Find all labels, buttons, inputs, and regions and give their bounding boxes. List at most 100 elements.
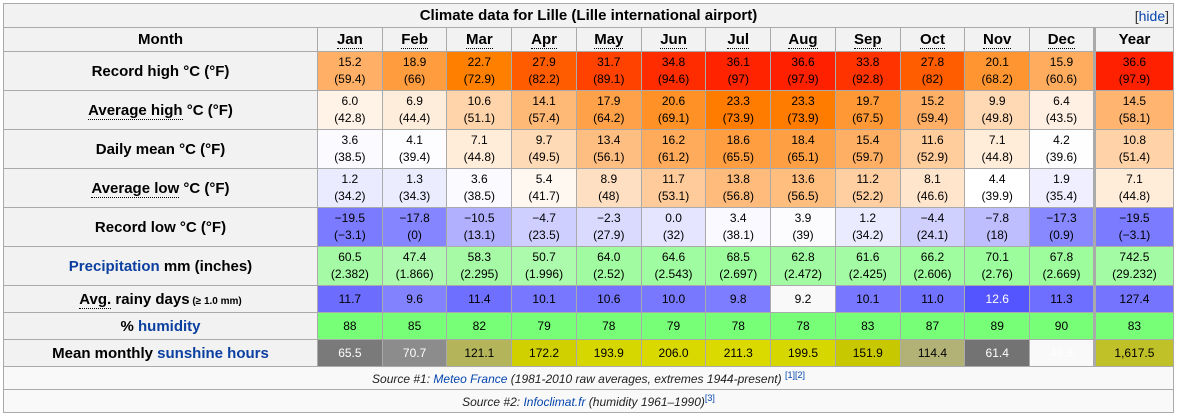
month-cell: 60.5 (2.382) bbox=[317, 246, 383, 286]
month-header-jul: Jul bbox=[705, 27, 772, 52]
cell-value: 18.4 bbox=[791, 133, 815, 147]
month-abbr[interactable]: Nov bbox=[983, 31, 1012, 49]
year-cell: −19.5 (−3.1) bbox=[1092, 207, 1175, 247]
cell-value: 82 bbox=[472, 318, 487, 333]
month-abbr[interactable]: Mar bbox=[465, 31, 493, 49]
cell-subvalue: (1.866) bbox=[395, 267, 434, 281]
cell-value: 11.0 bbox=[921, 291, 944, 306]
month-cell: 27.9 (82.2) bbox=[511, 51, 577, 91]
row-label-unit: rainy days bbox=[111, 290, 190, 308]
month-cell: 78 bbox=[575, 312, 642, 340]
month-header-nov: Nov bbox=[964, 27, 1031, 52]
reference-links[interactable]: [3] bbox=[704, 393, 715, 403]
cell-subvalue: (2.52) bbox=[593, 267, 625, 281]
row-label-prefix: % bbox=[120, 317, 138, 335]
row-label: Average low °C (°F) bbox=[3, 168, 318, 208]
row-label: Precipitation mm (inches) bbox=[3, 246, 318, 286]
month-abbr[interactable]: Feb bbox=[401, 31, 428, 49]
month-header-jan: Jan bbox=[317, 27, 383, 52]
month-header-apr: Apr bbox=[511, 27, 577, 52]
cell-subvalue: (49.5) bbox=[528, 150, 560, 164]
cell-value: 17.9 bbox=[597, 94, 621, 108]
cell-value: 33.8 bbox=[856, 55, 880, 69]
month-cell: 6.9 (44.4) bbox=[381, 90, 448, 130]
month-cell: 49.6 bbox=[1029, 339, 1095, 367]
month-abbr[interactable]: Oct bbox=[919, 31, 945, 49]
month-abbr[interactable]: Jul bbox=[727, 31, 750, 49]
month-cell: 36.6 (97.9) bbox=[770, 51, 836, 91]
month-cell: 79 bbox=[511, 312, 577, 340]
row-label-link[interactable]: Precipitation bbox=[68, 257, 160, 275]
month-cell: 50.7 (1.996) bbox=[511, 246, 577, 286]
cell-subvalue: (97.9) bbox=[1118, 72, 1151, 86]
month-header-sep: Sep bbox=[834, 27, 901, 52]
month-cell: 34.8 (94.6) bbox=[640, 51, 707, 91]
month-cell: 82 bbox=[446, 312, 513, 340]
row-label-link[interactable]: humidity bbox=[138, 317, 201, 335]
table-row: % humidity 88 85 82 79 78 79 78 78 83 87 89 90 83 bbox=[3, 312, 1175, 340]
year-cell: 14.5 (58.1) bbox=[1092, 90, 1175, 130]
month-abbr[interactable]: Dec bbox=[1047, 31, 1076, 49]
row-label-link[interactable]: sunshine hours bbox=[157, 344, 269, 362]
cell-value: 3.9 bbox=[794, 211, 812, 225]
month-cell: 3.4 (38.1) bbox=[705, 207, 772, 247]
month-cell: 65.5 bbox=[317, 339, 383, 367]
month-cell: 78 bbox=[770, 312, 836, 340]
month-cell: 13.6 (56.5) bbox=[770, 168, 836, 208]
source-link[interactable]: Infoclimat.fr bbox=[523, 395, 586, 409]
cell-value: 12.6 bbox=[985, 291, 1009, 306]
month-abbr[interactable]: Sep bbox=[853, 31, 882, 49]
month-cell: −7.8 (18) bbox=[964, 207, 1031, 247]
month-cell: 9.8 bbox=[705, 285, 772, 313]
cell-value: 9.8 bbox=[729, 291, 747, 306]
month-abbr[interactable]: May bbox=[594, 31, 624, 49]
cell-value: 7.1 bbox=[470, 133, 488, 147]
month-cell: 11.3 bbox=[1029, 285, 1095, 313]
hide-link[interactable]: hide bbox=[1138, 8, 1166, 24]
cell-subvalue: (2.425) bbox=[848, 267, 887, 281]
cell-value: 13.4 bbox=[597, 133, 621, 147]
cell-subvalue: (44.8) bbox=[981, 150, 1013, 164]
row-label-link[interactable]: Average high bbox=[88, 101, 183, 120]
month-header-mar: Mar bbox=[446, 27, 513, 52]
cell-subvalue: (46.6) bbox=[916, 189, 949, 203]
source-cell: Source #1: Meteo France (1981-2010 raw a… bbox=[3, 366, 1174, 390]
cell-value: 206.0 bbox=[658, 345, 689, 360]
row-label: Mean monthly sunshine hours bbox=[3, 339, 318, 367]
row-label-link[interactable]: Avg. bbox=[79, 290, 112, 309]
row-label-prefix: Mean monthly bbox=[52, 344, 158, 362]
cell-subvalue: (2.669) bbox=[1042, 267, 1081, 281]
reference-links[interactable]: [1][2] bbox=[784, 370, 805, 380]
row-label-link[interactable]: Average low bbox=[91, 179, 180, 198]
cell-value: 199.5 bbox=[787, 345, 819, 360]
row-label-note: (≥ 1.0 mm) bbox=[189, 295, 242, 307]
cell-value: 9.9 bbox=[988, 94, 1006, 108]
month-cell: 31.7 (89.1) bbox=[575, 51, 642, 91]
cell-value: 4.2 bbox=[1053, 133, 1070, 147]
month-cell: 4.2 (39.6) bbox=[1029, 129, 1095, 169]
row-label-unit: °C (°F) bbox=[182, 101, 233, 119]
hide-toggle[interactable]: [hide] bbox=[1134, 8, 1169, 24]
cell-subvalue: (72.9) bbox=[463, 72, 496, 86]
month-abbr[interactable]: Jun bbox=[660, 31, 687, 49]
month-abbr[interactable]: Jan bbox=[336, 31, 363, 49]
source-link[interactable]: Meteo France bbox=[433, 372, 508, 386]
cell-value: 85 bbox=[407, 318, 422, 333]
table-title: Climate data for Lille (Lille internatio… bbox=[3, 3, 1174, 28]
month-cell: 61.6 (2.425) bbox=[834, 246, 901, 286]
cell-value: 11.3 bbox=[1050, 291, 1073, 306]
cell-subvalue: (58.1) bbox=[1118, 111, 1151, 125]
month-cell: 64.0 (2.52) bbox=[575, 246, 642, 286]
cell-value: 5.4 bbox=[535, 172, 553, 186]
cell-value: 14.5 bbox=[1122, 94, 1147, 108]
month-cell: 89 bbox=[964, 312, 1031, 340]
month-abbr[interactable]: Aug bbox=[788, 31, 818, 49]
cell-subvalue: (89.1) bbox=[593, 72, 625, 86]
month-cell: 206.0 bbox=[640, 339, 707, 367]
cell-value: 20.1 bbox=[985, 55, 1009, 69]
month-abbr[interactable]: Apr bbox=[531, 31, 557, 49]
cell-subvalue: (24.1) bbox=[916, 228, 949, 242]
month-cell: 1.2 (34.2) bbox=[834, 207, 901, 247]
cell-subvalue: (38.5) bbox=[334, 150, 366, 164]
cell-value: −7.8 bbox=[985, 211, 1010, 225]
